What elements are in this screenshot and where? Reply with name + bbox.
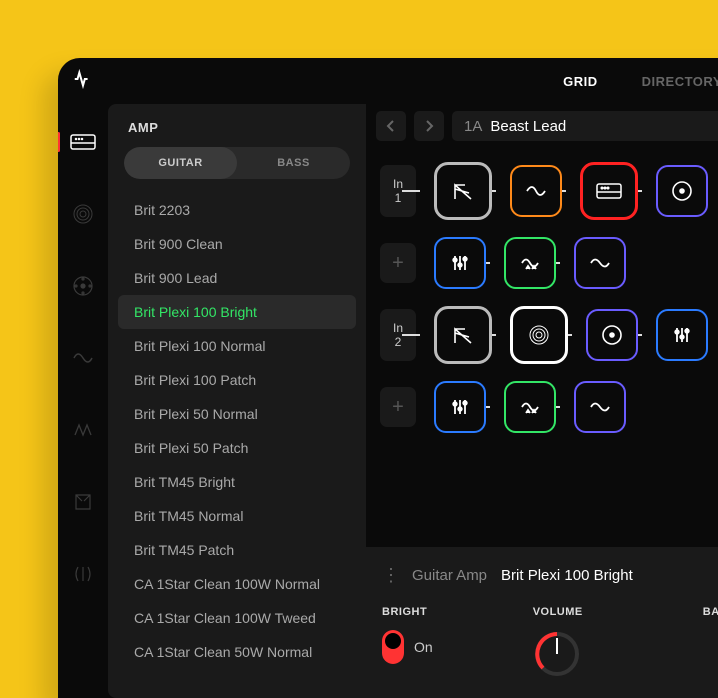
rail-pitch-icon[interactable]: [65, 556, 101, 592]
rail-mod-icon[interactable]: [65, 484, 101, 520]
content-area: 1A Beast Lead In1 + In2 + ⋮ Guitar Amp Brit…: [366, 104, 718, 698]
rail-cab-icon[interactable]: [65, 196, 101, 232]
param-bass-label: BASS: [703, 606, 718, 618]
app-window: GRID DIRECTORY: [58, 58, 718, 698]
icon-rail: [58, 104, 108, 698]
amp-list-item[interactable]: CA 1Star Clean 100W Tweed: [108, 601, 366, 635]
amp-list-item[interactable]: CA 1Star Clean 50W Normal: [108, 635, 366, 669]
panel-type-label: Guitar Amp: [412, 567, 487, 584]
signal-block[interactable]: [434, 306, 492, 364]
param-bright-label: BRIGHT: [382, 606, 433, 618]
signal-block[interactable]: [656, 309, 708, 361]
amp-list-item[interactable]: Brit Plexi 50 Patch: [108, 431, 366, 465]
grid-row: +: [380, 234, 718, 292]
tab-grid[interactable]: GRID: [541, 60, 620, 103]
bright-toggle-value: On: [414, 639, 433, 655]
sidebar-title: AMP: [108, 120, 366, 147]
panel-name-label: Brit Plexi 100 Bright: [501, 567, 633, 584]
tab-directory[interactable]: DIRECTORY: [620, 60, 718, 103]
preset-number: 1A: [464, 118, 482, 135]
panel-menu-icon[interactable]: ⋮: [382, 565, 398, 586]
signal-block[interactable]: [434, 237, 486, 289]
preset-bar: 1A Beast Lead: [366, 104, 718, 148]
row-input-label[interactable]: In1: [380, 165, 416, 217]
grid-row: In2: [380, 306, 718, 364]
amp-list-item[interactable]: Brit TM45 Bright: [108, 465, 366, 499]
amp-list-item[interactable]: Brit TM45 Patch: [108, 533, 366, 567]
amp-list-item[interactable]: Brit Plexi 100 Normal: [108, 329, 366, 363]
signal-block[interactable]: [434, 381, 486, 433]
params-panel: ⋮ Guitar Amp Brit Plexi 100 Bright BRIGH…: [366, 547, 718, 698]
rail-wave-icon[interactable]: [65, 340, 101, 376]
row-input-label[interactable]: In2: [380, 309, 416, 361]
signal-block[interactable]: [434, 162, 492, 220]
rail-distortion-icon[interactable]: [65, 412, 101, 448]
signal-block[interactable]: [504, 381, 556, 433]
signal-block[interactable]: [574, 237, 626, 289]
signal-block[interactable]: [656, 165, 708, 217]
sidebar: AMP GUITAR BASS Brit 2203Brit 900 CleanB…: [108, 104, 366, 698]
preset-next-button[interactable]: [414, 111, 444, 141]
add-row-button[interactable]: +: [380, 243, 416, 283]
logo-icon: [72, 68, 94, 95]
amp-list-item[interactable]: Brit 2203: [108, 193, 366, 227]
signal-block[interactable]: [574, 381, 626, 433]
param-volume-label: VOLUME: [533, 606, 583, 618]
signal-block[interactable]: [510, 165, 562, 217]
amp-list-item[interactable]: CA 1Star Clean 100W Normal: [108, 567, 366, 601]
volume-knob[interactable]: [533, 630, 581, 678]
signal-block[interactable]: [586, 309, 638, 361]
bright-toggle[interactable]: [382, 630, 404, 664]
signal-block[interactable]: [580, 162, 638, 220]
amp-list-item[interactable]: Brit 900 Clean: [108, 227, 366, 261]
amp-list-item[interactable]: Brit 900 Lead: [108, 261, 366, 295]
amp-list-item[interactable]: Brit Plexi 50 Normal: [108, 397, 366, 431]
amp-list: Brit 2203Brit 900 CleanBrit 900 LeadBrit…: [108, 193, 366, 669]
segment-control: GUITAR BASS: [124, 147, 350, 179]
amp-list-item[interactable]: Brit Plexi 100 Patch: [108, 363, 366, 397]
preset-title: Beast Lead: [490, 118, 566, 135]
segment-guitar[interactable]: GUITAR: [124, 147, 237, 179]
rail-amp-icon[interactable]: [65, 124, 101, 160]
signal-grid: In1 + In2 +: [366, 148, 718, 450]
grid-row: +: [380, 378, 718, 436]
topbar: GRID DIRECTORY: [58, 58, 718, 104]
rail-speaker-icon[interactable]: [65, 268, 101, 304]
segment-bass[interactable]: BASS: [237, 147, 350, 179]
signal-block[interactable]: [504, 237, 556, 289]
grid-row: In1: [380, 162, 718, 220]
add-row-button[interactable]: +: [380, 387, 416, 427]
amp-list-item[interactable]: Brit Plexi 100 Bright: [118, 295, 356, 329]
preset-name[interactable]: 1A Beast Lead: [452, 111, 718, 141]
preset-prev-button[interactable]: [376, 111, 406, 141]
amp-list-item[interactable]: Brit TM45 Normal: [108, 499, 366, 533]
signal-block[interactable]: [510, 306, 568, 364]
